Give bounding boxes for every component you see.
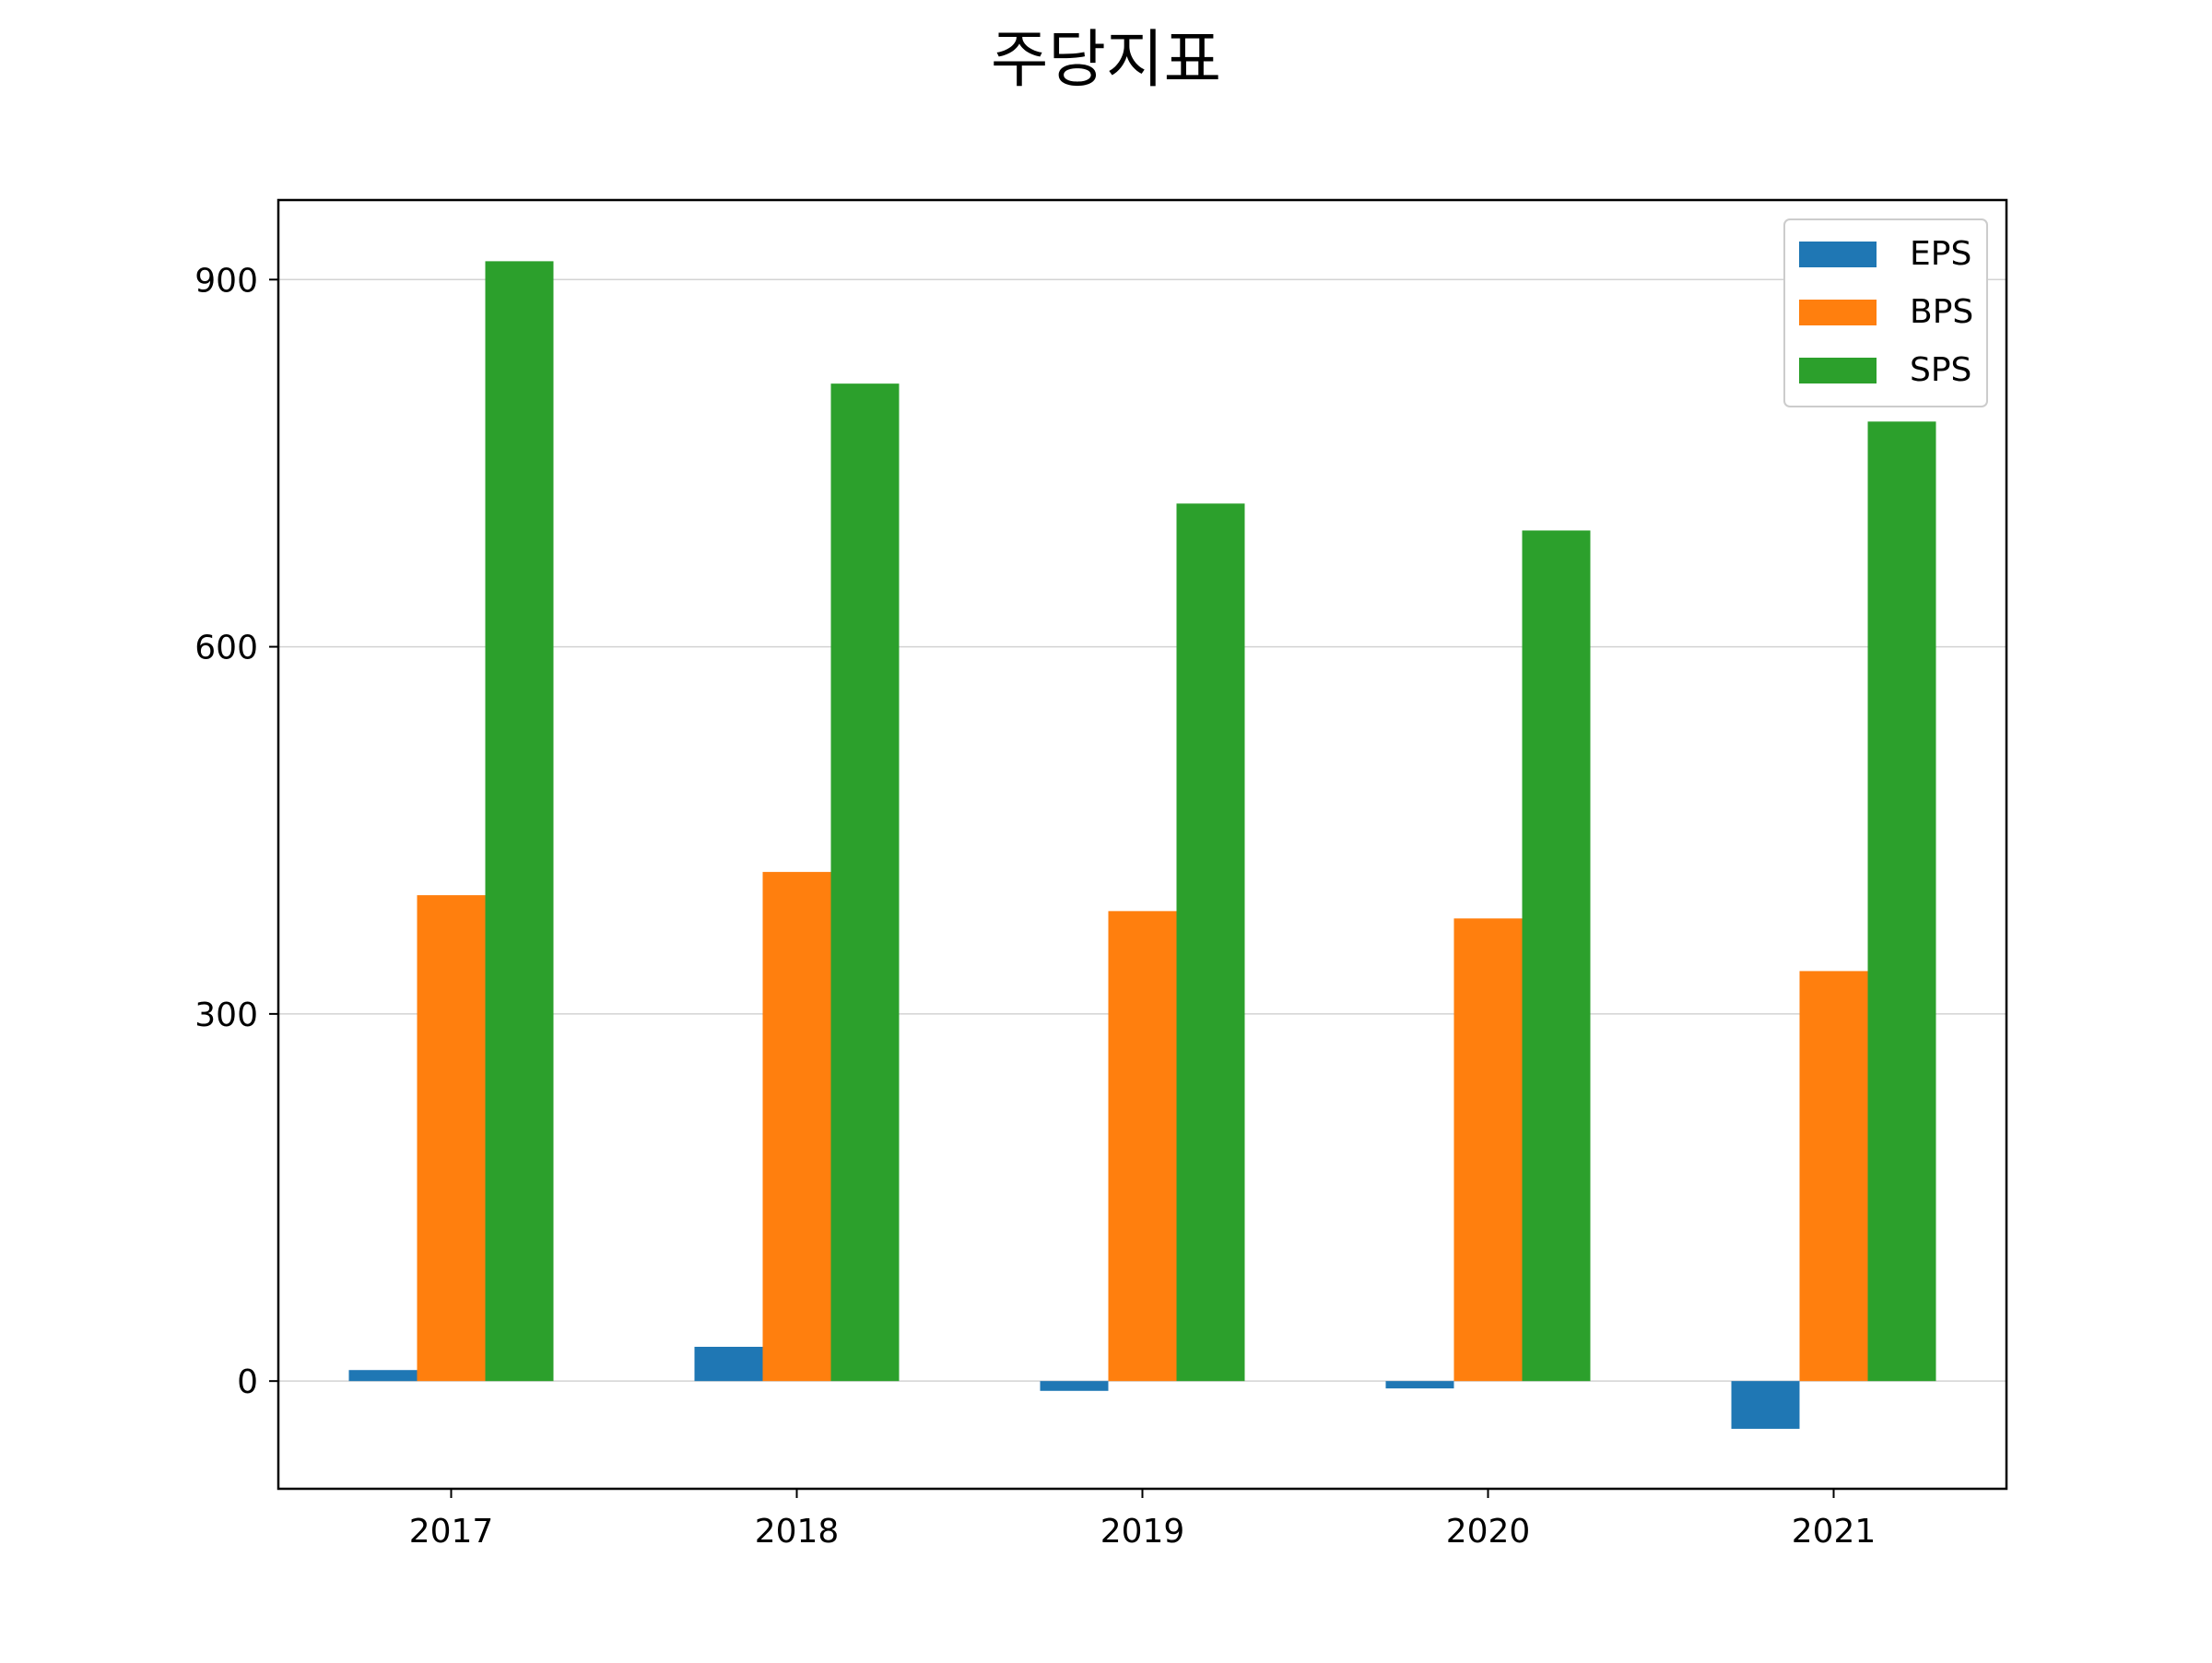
bar-eps-2018 (694, 1346, 763, 1382)
y-tick-label: 0 (237, 1363, 258, 1401)
bars (348, 261, 1936, 1429)
legend: EPS BPS SPS (1783, 218, 1988, 407)
x-tick-label: 2020 (1446, 1513, 1531, 1551)
legend-label-bps: BPS (1910, 293, 1973, 331)
bar-sps-2017 (485, 261, 554, 1382)
x-tick-label: 2017 (409, 1513, 494, 1551)
bar-eps-2021 (1731, 1381, 1800, 1429)
x-tick-label: 2018 (755, 1513, 840, 1551)
y-tick-label: 900 (194, 262, 258, 300)
legend-label-eps: EPS (1910, 235, 1971, 273)
bar-bps-2020 (1453, 918, 1523, 1382)
bar-eps-2020 (1385, 1381, 1454, 1389)
bar-bps-2017 (417, 895, 486, 1382)
chart-title: 주당지표 (991, 24, 1221, 97)
x-tick-label: 2019 (1100, 1513, 1185, 1551)
legend-swatch-eps (1799, 242, 1877, 267)
y-tick-label: 600 (194, 630, 258, 667)
bar-bps-2018 (762, 871, 831, 1382)
legend-swatch-bps (1799, 300, 1877, 325)
y-tick-label: 300 (194, 997, 258, 1034)
bar-sps-2020 (1522, 530, 1591, 1382)
legend-label-sps: SPS (1910, 351, 1971, 389)
x-tick-label: 2021 (1792, 1513, 1877, 1551)
bar-sps-2019 (1176, 503, 1245, 1382)
bar-bps-2019 (1108, 911, 1177, 1382)
bar-bps-2021 (1799, 971, 1868, 1382)
axis-ticks: 0 300 600 900 2017 2018 2019 2020 2021 (194, 262, 1876, 1551)
bar-sps-2018 (830, 383, 900, 1382)
legend-swatch-sps (1799, 358, 1877, 383)
bar-eps-2019 (1040, 1381, 1109, 1391)
bar-eps-2017 (348, 1370, 418, 1382)
bar-sps-2021 (1867, 421, 1936, 1382)
